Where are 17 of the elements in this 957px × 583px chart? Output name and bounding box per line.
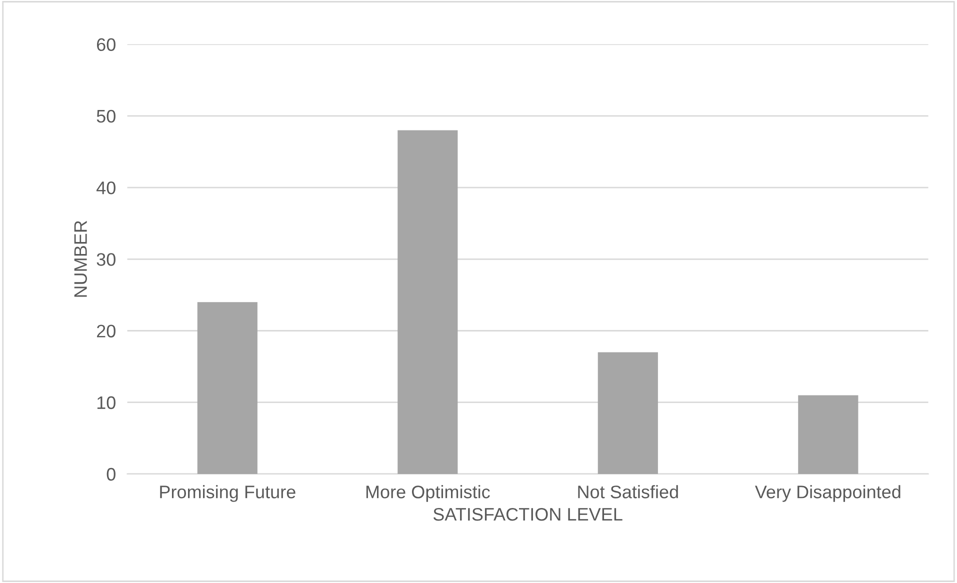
y-tick-label: 0 xyxy=(106,468,116,481)
y-tick-label: 40 xyxy=(96,181,116,194)
y-tick-label: 30 xyxy=(96,253,116,266)
x-tick-label: Not Satisfied xyxy=(578,485,678,498)
bar xyxy=(598,352,658,474)
y-tick-label: 20 xyxy=(96,324,116,338)
x-tick-label: Very Disappointed xyxy=(754,485,900,502)
bar xyxy=(197,302,258,474)
x-tick-label: More Optimistic xyxy=(366,485,490,502)
x-tick-label: Promising Future xyxy=(160,485,296,502)
bar xyxy=(398,130,458,474)
y-axis-title: NUMBER xyxy=(74,220,87,297)
y-tick-label: 10 xyxy=(97,396,116,410)
y-tick-label: 60 xyxy=(97,38,116,52)
y-tick-label: 50 xyxy=(96,110,116,123)
x-axis-title: SATISFACTION LEVEL xyxy=(433,508,622,521)
bar xyxy=(798,395,858,474)
